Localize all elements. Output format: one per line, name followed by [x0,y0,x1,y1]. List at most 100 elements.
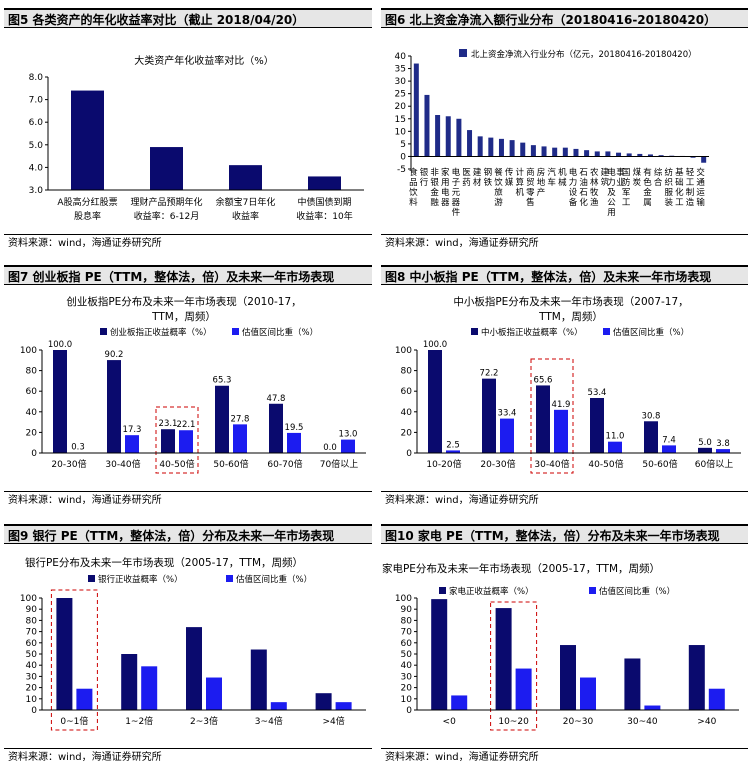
x-tick-label: 零 [526,188,535,198]
x-tick-label: 农 [590,167,599,178]
x-tick-label: 60-70倍 [267,458,302,470]
y-tick-label: 30 [401,672,413,682]
legend-label: 估值区间比重（%） [236,574,312,585]
bar [708,688,725,710]
y-tick-label: 5.0 [29,141,44,151]
legend-swatch [226,575,233,582]
x-tick-label: 石 [579,188,588,198]
bar [500,418,514,453]
figure-5-header: 图5 各类资产的年化收益率对比（截止 2018/04/20） [4,8,372,28]
y-tick-label: 35 [395,65,406,75]
x-tick-label: 渔 [590,197,599,208]
x-tick-label: 药 [462,177,471,188]
x-tick-label: 股息率 [74,210,101,222]
data-label: 27.8 [231,414,250,424]
x-tick-label: A股高分红股票 [57,196,117,208]
x-tick-label: 收益率：6-12月 [134,210,199,222]
x-tick-label: 造 [686,197,695,208]
x-tick-label: 通 [696,177,705,188]
x-tick-label: 家 [441,167,450,178]
figure-7-source: 资料来源：wind，海通证券研究所 [4,491,372,509]
x-tick-label: 化 [579,197,588,208]
x-tick-label: 20~30 [563,717,594,727]
bar [498,138,504,157]
y-tick-label: 6.0 [29,118,44,128]
y-tick-label: 40 [401,408,413,418]
figure-7-panel: 图7 创业板指 PE（TTM，整体法，倍）及未来一年市场表现 创业板指PE分布及… [4,265,372,511]
x-tick-label: 理财产品预期年化 [130,196,202,208]
bar [562,147,568,157]
figure-6-source: 资料来源：wind，海通证券研究所 [381,234,748,252]
bar [206,677,222,710]
figure-8-source: 资料来源：wind，海通证券研究所 [381,491,748,509]
data-label: 2.5 [446,440,460,450]
legend-swatch [471,328,478,335]
y-tick-label: 30 [26,672,38,682]
bar [688,645,705,710]
y-tick-label: 40 [26,661,38,671]
bar [594,151,600,157]
bar [698,447,712,453]
bar [270,702,287,710]
bar [121,654,138,710]
x-tick-label: 收益率 [232,210,259,222]
y-tick-label: 30 [395,77,407,87]
chart-title: 创业板指PE分布及未来一年市场表现（2010-17， [66,295,301,308]
x-tick-label: 林 [590,177,599,188]
legend-swatch [439,587,446,594]
figure-10-chart: 家电PE分布及未来一年市场表现（2005-17，TTM，周频） 家电正收益概率（%… [382,562,739,731]
data-label: 33.4 [498,409,517,419]
bar [554,409,568,453]
figure-6-chart: 北上资金净流入行业分布（亿元，20180416-20180420） -5 0 5 10 1… [395,49,709,218]
bar [341,439,355,453]
x-tick-label: 工 [622,198,631,208]
y-tick-label: 60 [26,639,38,649]
highlight-box [530,358,574,474]
bar [186,627,202,710]
bar [573,148,579,157]
x-tick-label: 运 [696,188,705,198]
legend-label: 银行正收益概率（%） [98,574,183,585]
figure-8-header: 图8 中小板指 PE（TTM，整体法，倍）及未来一年市场表现 [381,265,748,285]
x-tick-label: 计 [515,167,524,178]
x-tick-label: 银 [430,177,439,188]
bar [125,435,139,453]
figure-8-chart: 中小板指PE分布及未来一年市场表现（2007-17， TTM，周频） 中小板指正收益… [395,295,741,474]
highlight-box [50,589,98,731]
bar [56,598,73,710]
bar [530,145,536,157]
x-tick-label: 备 [569,197,578,208]
data-label: 72.2 [480,369,499,379]
bar [662,445,676,453]
y-tick-label: 10 [395,127,407,137]
data-label: 53.4 [588,388,607,398]
bar [509,140,515,157]
x-tick-label: 化 [675,187,684,198]
x-tick-label: 子 [452,178,461,188]
figure-9-header: 图9 银行 PE（TTM，整体法，倍）分布及未来一年市场表现 [4,524,372,544]
x-tick-label: 40-50倍 [588,458,623,470]
y-tick-label: 10 [26,695,38,705]
y-tick-label: 0 [406,449,412,459]
data-label: 22.1 [177,420,196,430]
bar [451,695,468,710]
y-tick-label: 0 [31,449,37,459]
x-tick-label: 基 [675,167,684,178]
figure-7-header: 图7 创业板指 PE（TTM，整体法，倍）及未来一年市场表现 [4,265,372,285]
data-label: 11.0 [606,432,625,442]
y-tick-label: 90 [26,605,38,615]
x-tick-label: 餐 [494,168,503,178]
bar [647,154,653,157]
x-tick-label: 10~20 [498,717,529,727]
x-tick-label: 传 [505,167,514,178]
x-tick-label: 纺 [664,167,673,178]
x-tick-label: 中债国债到期 [297,196,351,208]
x-tick-label: 机 [515,187,524,198]
x-tick-label: 工 [686,178,695,188]
x-tick-label: 装 [664,197,673,208]
legend-label: 创业板指正收益概率（%） [110,327,212,338]
x-tick-label: 公 [607,198,616,208]
legend-label: 北上资金净流入行业分布（亿元，20180416-20180420） [471,49,697,60]
bar [229,165,262,190]
y-tick-label: 7.0 [29,96,44,106]
